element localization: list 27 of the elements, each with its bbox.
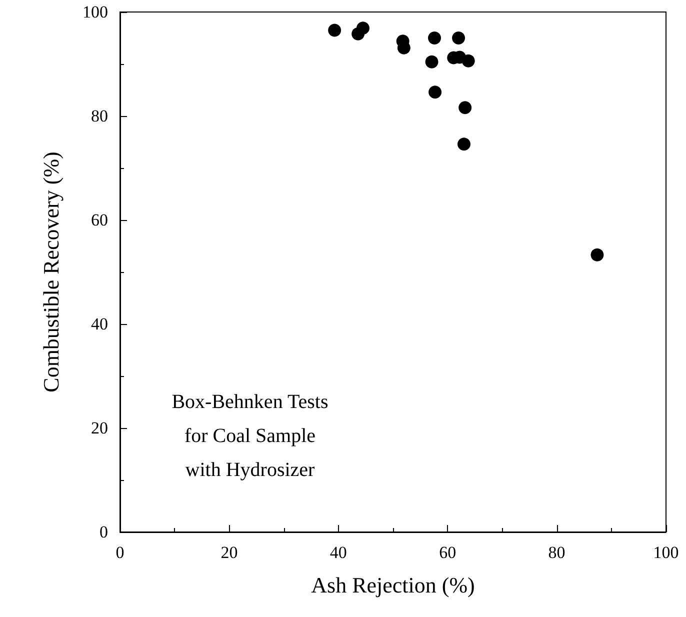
x-tick-label: 60 <box>439 543 456 562</box>
point <box>462 54 475 68</box>
y-tick-label: 100 <box>82 2 108 22</box>
point <box>428 32 441 44</box>
point <box>428 86 442 99</box>
point <box>457 138 470 151</box>
x-axis-title: Ash Rejection (%) <box>311 572 475 598</box>
annotation: with Hydrosizer <box>185 459 316 481</box>
annotation: Box-Behnken Tests <box>172 391 328 413</box>
y-tick-label: 20 <box>91 418 108 438</box>
point <box>452 32 466 44</box>
point <box>328 24 342 37</box>
x-tick-label: 100 <box>653 543 679 562</box>
x-tick-label: 80 <box>548 543 566 562</box>
y-axis-title: Combustible Recovery (%) <box>38 152 64 392</box>
point <box>425 55 438 68</box>
y-tick-label: 40 <box>91 314 108 334</box>
x-tick-label: 0 <box>116 543 124 562</box>
y-tick-label: 0 <box>100 522 108 542</box>
y-tick-label: 60 <box>91 210 108 230</box>
x-tick-label: 40 <box>330 543 347 562</box>
point <box>356 22 370 35</box>
annotation: for Coal Sample <box>184 425 316 447</box>
y-tick-label: 80 <box>91 106 108 126</box>
point <box>590 248 604 262</box>
point <box>458 101 472 114</box>
x-tick-label: 20 <box>220 543 238 562</box>
